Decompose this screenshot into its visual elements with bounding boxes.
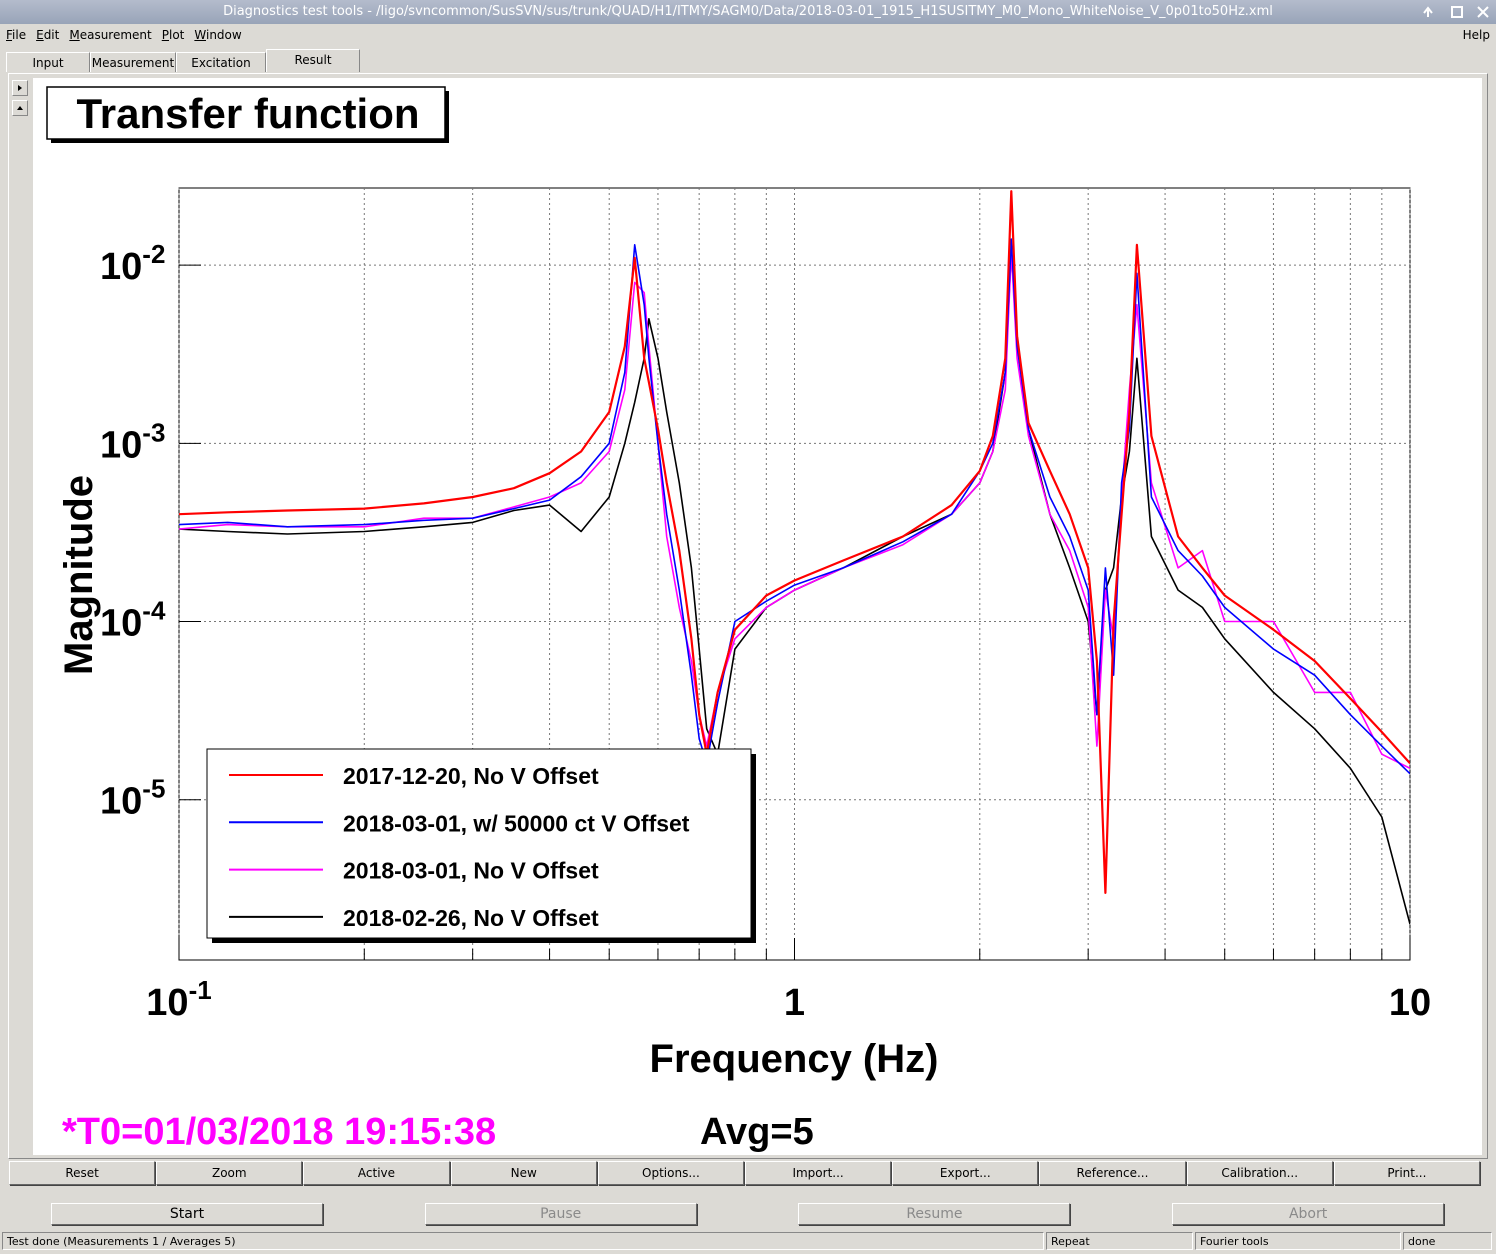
legend-box <box>206 748 752 939</box>
tick-label: 10-5 <box>100 774 165 823</box>
chart-title: Transfer function <box>76 90 419 137</box>
tick-label-base: 10 <box>100 603 142 645</box>
tab[interactable]: Result <box>266 49 360 72</box>
legend-label: 2018-03-01, w/ 50000 ct V Offset <box>343 810 690 836</box>
toolbar-button[interactable]: Calibration... <box>1186 1161 1333 1185</box>
tick-label: 1 <box>784 982 805 1024</box>
tick-label: 10-2 <box>100 239 165 288</box>
control-button: Pause <box>424 1203 697 1225</box>
series-line <box>179 238 1410 775</box>
scroll-right-button[interactable] <box>12 80 28 96</box>
tick-label: 10 <box>1389 982 1431 1024</box>
legend-label: 2017-12-20, No V Offset <box>343 763 599 789</box>
avg-annotation: Avg=5 <box>700 1111 814 1153</box>
title-box <box>46 86 446 140</box>
toolbar-button[interactable]: Import... <box>745 1161 892 1185</box>
tick-label: 10-4 <box>100 596 166 645</box>
toolbar-button[interactable]: Print... <box>1333 1161 1480 1185</box>
tab[interactable]: Excitation <box>176 52 266 72</box>
scroll-up-button[interactable] <box>12 100 28 116</box>
status-field: Test done (Measurements 1 / Averages 5) <box>2 1232 1044 1250</box>
tick-label-exponent: -1 <box>189 975 212 1005</box>
status-field: Fourier tools <box>1195 1232 1401 1250</box>
toolbar-button[interactable]: Reference... <box>1039 1161 1186 1185</box>
menu-item[interactable]: Window <box>194 28 242 42</box>
status-field: done <box>1403 1232 1492 1250</box>
x-axis-label: Frequency (Hz) <box>650 1037 939 1081</box>
t0-annotation: *T0=01/03/2018 19:15:38 <box>62 1111 496 1153</box>
tick-label-exponent: -3 <box>142 417 165 447</box>
toolbar-button[interactable]: New <box>450 1161 597 1185</box>
status-field: Repeat <box>1046 1232 1193 1250</box>
series-line <box>179 190 1410 894</box>
tick-label-exponent: -2 <box>142 239 165 269</box>
menu-item[interactable]: Plot <box>161 28 185 42</box>
window-title: Diagnostics test tools - /ligo/svncommon… <box>0 0 1496 24</box>
toolbar-button[interactable]: Export... <box>892 1161 1039 1185</box>
window-buttons[interactable] <box>1420 4 1492 20</box>
menu-item[interactable]: Help <box>1462 28 1490 42</box>
tick-label-base: 10 <box>100 424 142 466</box>
menu-item[interactable]: Edit <box>36 28 60 42</box>
tick-label-base: 10 <box>146 982 188 1024</box>
tick-label-base: 10 <box>100 246 142 288</box>
toolbar-button[interactable]: Reset <box>9 1161 156 1185</box>
control-button: Abort <box>1172 1203 1445 1225</box>
tick-label-base: 10 <box>100 781 142 823</box>
legend-label: 2018-02-26, No V Offset <box>343 905 599 931</box>
tab[interactable]: Input <box>6 52 90 72</box>
menu-item[interactable]: Measurement <box>69 28 152 42</box>
result-frame <box>8 73 1488 1159</box>
toolbar-button[interactable]: Options... <box>597 1161 744 1185</box>
legend-label: 2018-03-01, No V Offset <box>343 858 599 884</box>
tick-label: 10-1 <box>146 975 211 1024</box>
tick-label-exponent: -5 <box>142 774 165 804</box>
tick-label-exponent: -4 <box>142 596 166 626</box>
tab[interactable]: Measurement <box>90 52 176 72</box>
menu-item[interactable]: File <box>6 28 27 42</box>
control-button[interactable]: Start <box>51 1203 323 1225</box>
toolbar-button[interactable]: Active <box>303 1161 450 1185</box>
tick-label: 10-3 <box>100 417 165 466</box>
menu-bar: File Edit Measurement Plot Window <box>0 24 1496 46</box>
toolbar-button[interactable]: Zoom <box>156 1161 303 1185</box>
control-button: Resume <box>798 1203 1071 1225</box>
y-axis-label: Magnitude <box>57 475 101 675</box>
